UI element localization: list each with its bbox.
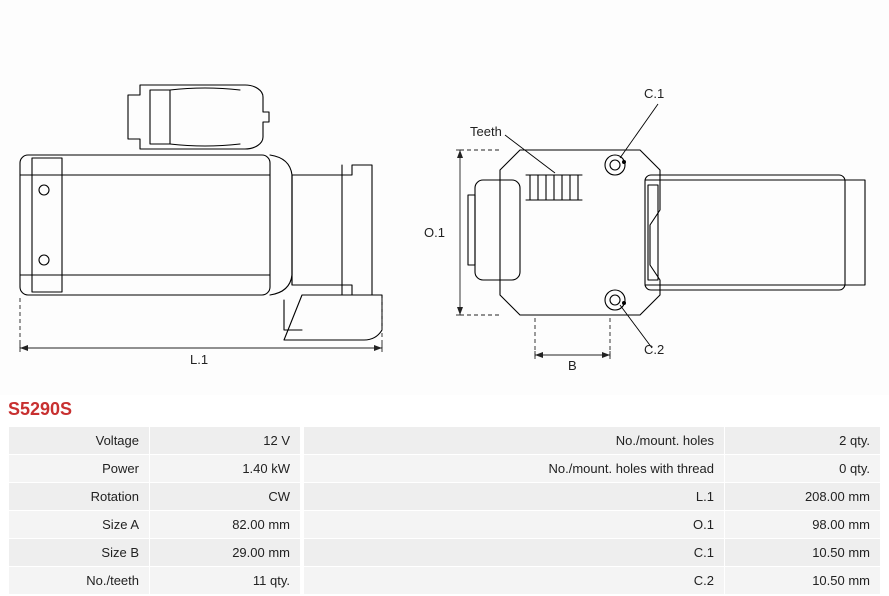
spec-label: C.2 <box>304 567 724 594</box>
table-row: C.210.50 mm <box>304 567 880 594</box>
table-row: Size B29.00 mm <box>9 539 300 566</box>
table-row: Power1.40 kW <box>9 455 300 482</box>
product-code: S5290S <box>0 395 889 426</box>
table-row: Voltage12 V <box>9 427 300 454</box>
table-row: No./mount. holes2 qty. <box>304 427 880 454</box>
spec-label: No./teeth <box>9 567 149 594</box>
diagram-front-view: Teeth C.1 C.2 O.1 B <box>420 80 880 370</box>
table-row: No./mount. holes with thread0 qty. <box>304 455 880 482</box>
table-row: C.110.50 mm <box>304 539 880 566</box>
spec-label: Power <box>9 455 149 482</box>
spec-value: 82.00 mm <box>150 511 300 538</box>
spec-table-right: No./mount. holes2 qty.No./mount. holes w… <box>303 426 881 595</box>
spec-value: 2 qty. <box>725 427 880 454</box>
spec-label: C.1 <box>304 539 724 566</box>
spec-value: 10.50 mm <box>725 539 880 566</box>
spec-value: 29.00 mm <box>150 539 300 566</box>
spec-value: 98.00 mm <box>725 511 880 538</box>
spec-value: 1.40 kW <box>150 455 300 482</box>
spec-value: 10.50 mm <box>725 567 880 594</box>
label-B: B <box>568 358 577 373</box>
spec-label: Size A <box>9 511 149 538</box>
spec-label: L.1 <box>304 483 724 510</box>
label-C2: C.2 <box>644 342 664 357</box>
table-row: Size A82.00 mm <box>9 511 300 538</box>
spec-label: Size B <box>9 539 149 566</box>
label-teeth: Teeth <box>470 124 502 139</box>
table-row: O.198.00 mm <box>304 511 880 538</box>
spec-table-left: Voltage12 VPower1.40 kWRotationCWSize A8… <box>8 426 301 595</box>
spec-label: O.1 <box>304 511 724 538</box>
spec-label: Voltage <box>9 427 149 454</box>
diagram-side-view: L.1 <box>12 80 402 360</box>
spec-tables: Voltage12 VPower1.40 kWRotationCWSize A8… <box>0 426 889 595</box>
spec-value: 12 V <box>150 427 300 454</box>
label-C1: C.1 <box>644 86 664 101</box>
spec-label: No./mount. holes with thread <box>304 455 724 482</box>
label-O1: O.1 <box>424 225 445 240</box>
spec-label: No./mount. holes <box>304 427 724 454</box>
spec-value: 208.00 mm <box>725 483 880 510</box>
table-row: L.1208.00 mm <box>304 483 880 510</box>
spec-value: 11 qty. <box>150 567 300 594</box>
label-L1: L.1 <box>190 352 208 367</box>
diagram-area: L.1 <box>0 0 889 395</box>
spec-value: CW <box>150 483 300 510</box>
spec-value: 0 qty. <box>725 455 880 482</box>
table-row: No./teeth11 qty. <box>9 567 300 594</box>
table-row: RotationCW <box>9 483 300 510</box>
spec-label: Rotation <box>9 483 149 510</box>
